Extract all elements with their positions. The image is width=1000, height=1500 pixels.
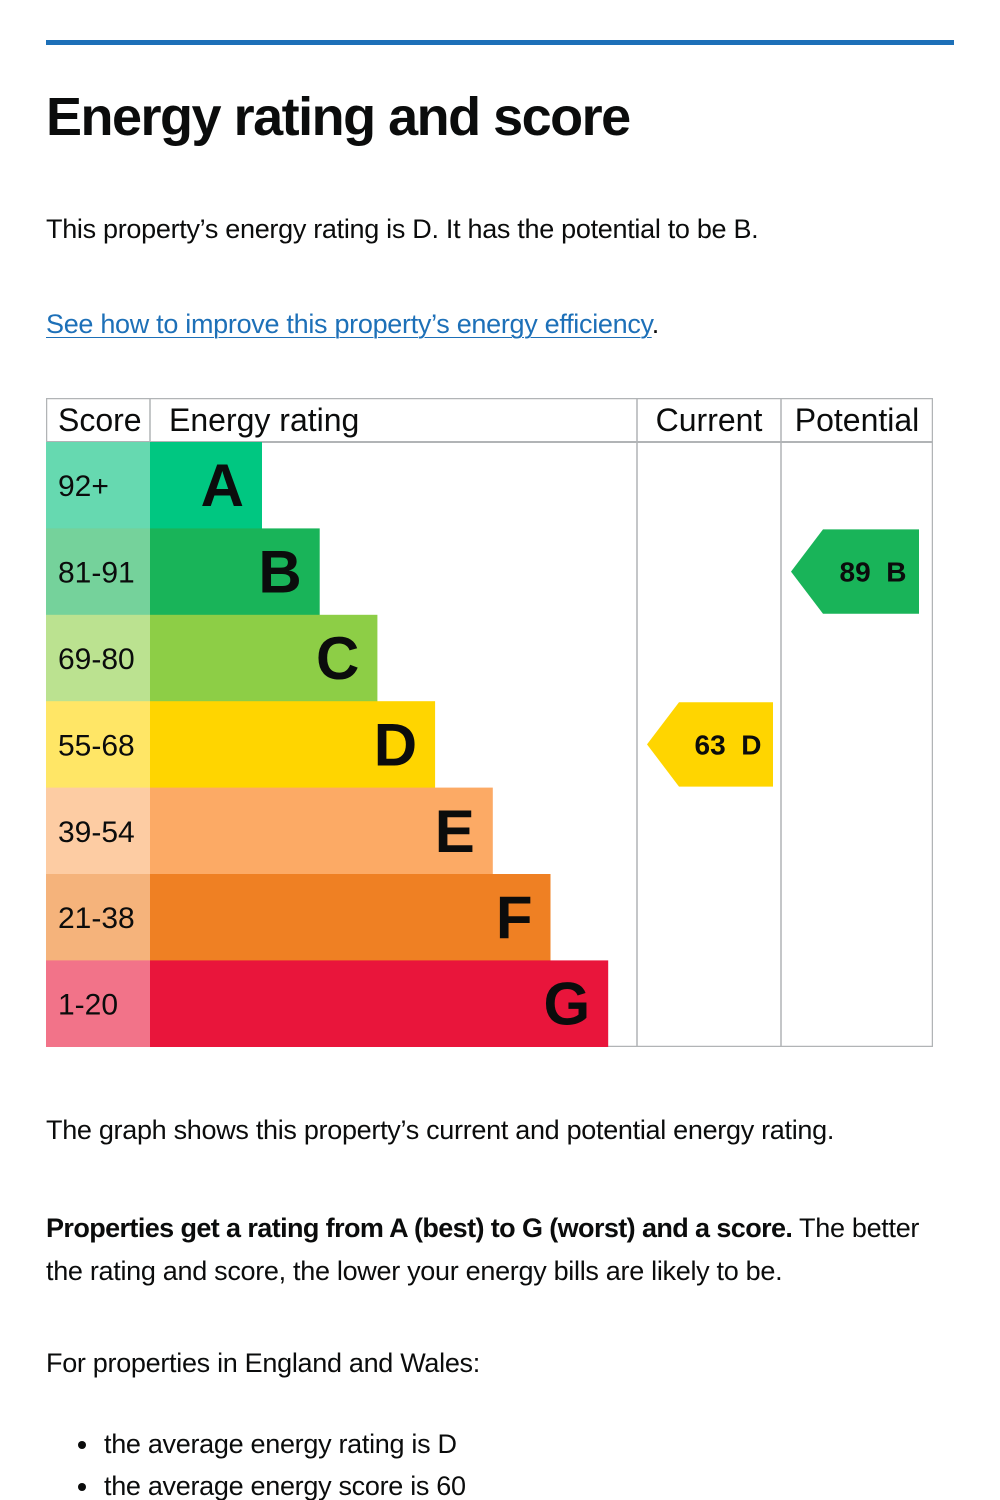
rating-bar-b [150,528,320,616]
score-label-c: 69-80 [58,643,135,676]
energy-rating-graph: Score Energy rating Current Potential 92+ A 81… [46,398,933,1047]
rating-summary: This property’s energy rating is D. It h… [46,214,759,244]
improve-link-suffix: . [651,309,660,339]
score-label-b: 81-91 [58,557,135,590]
ratings-explanation-rest: The better the rating and score, the low… [46,1213,920,1287]
england-wales-heading: For properties in England and Wales: [46,1348,480,1378]
header-energy-rating: Energy rating [169,402,359,438]
list-item-average-rating: the average energy rating is D [78,1424,466,1466]
improve-efficiency-link[interactable]: See how to improve this property’s energ… [46,309,652,339]
score-label-g: 1-20 [58,989,118,1022]
header-score: Score [58,402,142,438]
rating-letter-d: D [374,711,417,778]
rating-bar-c [150,614,378,702]
improve-link-paragraph: See how to improve this property’s energ… [46,307,659,342]
ratings-explanation: Properties get a rating from A (best) to… [46,1207,946,1293]
rating-bar-g [150,960,609,1047]
rating-letter-f: F [496,884,533,951]
header-current: Current [656,402,763,438]
score-label-a: 92+ [58,470,109,503]
page-title: Energy rating and score [46,87,631,147]
score-cell-a [46,442,150,529]
header-potential: Potential [795,402,920,438]
score-label-d: 55-68 [58,729,135,762]
ratings-explanation-bold: Properties get a rating from A (best) to… [46,1213,793,1243]
rating-letter-g: G [544,971,591,1038]
rating-letter-e: E [435,798,475,865]
list-item-average-score: the average energy score is 60 [78,1466,466,1500]
current-rating-label: 63 D [695,729,762,760]
score-cell-d [46,701,150,789]
top-divider [46,40,954,45]
rating-letter-a: A [201,452,244,519]
score-cell-g [46,960,150,1047]
score-label-f: 21-38 [58,902,135,935]
rating-letter-c: C [316,625,359,692]
energy-rating-chart: Score Energy rating Current Potential 92+ A 81… [46,398,933,1047]
current-rating-arrow [647,702,773,787]
potential-rating-label: 89 B [840,557,907,588]
graph-caption: The graph shows this property’s current … [46,1115,835,1145]
averages-list: the average energy rating is D the avera… [46,1424,466,1500]
rating-bar-a [150,442,262,529]
potential-rating-arrow [791,529,919,614]
score-label-e: 39-54 [58,816,135,849]
rating-bar-e [150,787,493,875]
score-cell-b [46,528,150,616]
rating-letter-b: B [258,539,301,606]
score-cell-e [46,787,150,875]
score-cell-f [46,874,150,961]
rating-bar-d [150,701,436,789]
rating-bar-f [150,874,551,961]
score-cell-c [46,614,150,702]
